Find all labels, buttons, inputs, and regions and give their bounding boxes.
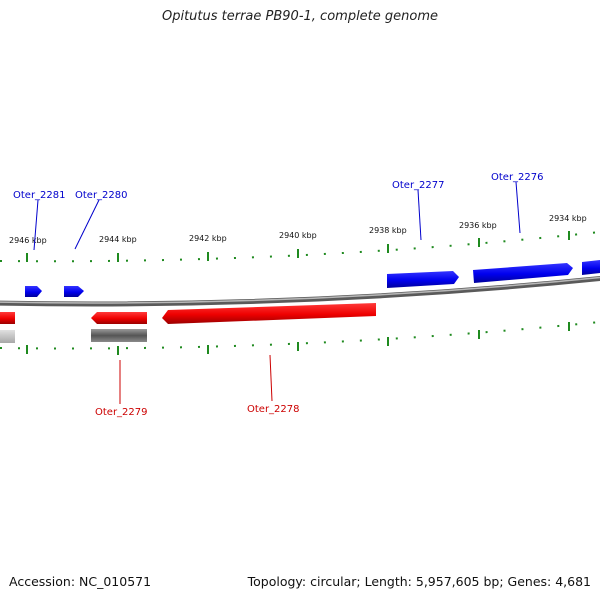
- gene-label-oter-2281[interactable]: Oter_2281: [13, 190, 66, 201]
- gene-labels: Oter_2281 Oter_2280 Oter_2277 Oter_2276 …: [13, 172, 544, 418]
- reverse-strand-genes: [0, 303, 376, 324]
- scale-label: 2944 kbp: [99, 235, 137, 244]
- genome-backbone: [0, 275, 600, 307]
- feature-block-light[interactable]: [0, 330, 15, 343]
- gene-label-oter-2279[interactable]: Oter_2279: [95, 407, 148, 418]
- gene-arrow-oter-2279[interactable]: [91, 312, 147, 324]
- forward-strand-genes: [25, 260, 600, 297]
- gene-leader-lines: [33, 181, 521, 404]
- gene-arrow-oter-2281[interactable]: [25, 286, 42, 297]
- backbone-highlight: [0, 276, 600, 304]
- scale-label: 2946 kbp: [9, 236, 47, 245]
- genome-title: Opitutus terrae PB90-1, complete genome: [161, 9, 439, 24]
- gene-arrow-partial-left[interactable]: [0, 312, 15, 324]
- leader-line-oter-2280: [74, 199, 100, 250]
- gene-arrow-partial[interactable]: [582, 260, 600, 275]
- scale-label: 2934 kbp: [549, 214, 587, 223]
- inner-tick-dots: [0, 321, 600, 350]
- leader-line-oter-2276: [515, 181, 521, 234]
- other-features: [0, 329, 147, 343]
- scale-label: 2938 kbp: [369, 226, 407, 235]
- leader-line-oter-2277: [417, 189, 422, 241]
- gene-label-oter-2280[interactable]: Oter_2280: [75, 190, 128, 201]
- gene-arrow-oter-2277[interactable]: [387, 271, 459, 288]
- accession-text: Accession: NC_010571: [9, 574, 152, 589]
- scale-label: 2940 kbp: [279, 231, 317, 240]
- feature-block-gray[interactable]: [91, 329, 147, 342]
- leader-line-oter-2281: [33, 199, 39, 251]
- gene-label-oter-2276[interactable]: Oter_2276: [491, 172, 544, 183]
- gene-label-oter-2277[interactable]: Oter_2277: [392, 180, 445, 191]
- scale-label: 2936 kbp: [459, 221, 497, 230]
- gene-arrow-oter-2276[interactable]: [473, 263, 573, 283]
- gene-label-oter-2278[interactable]: Oter_2278: [247, 404, 300, 415]
- leader-line-oter-2278: [269, 354, 273, 402]
- outer-tick-ring: [0, 231, 600, 263]
- scale-label: 2942 kbp: [189, 234, 227, 243]
- gene-arrow-oter-2280[interactable]: [64, 286, 84, 297]
- topology-summary: Topology: circular; Length: 5,957,605 bp…: [247, 574, 591, 589]
- inner-tick-ring: [0, 321, 600, 355]
- scale-labels: 2946 kbp 2944 kbp 2942 kbp 2940 kbp 2938…: [9, 214, 587, 245]
- gene-arrow-oter-2278[interactable]: [162, 303, 376, 324]
- backbone-line: [0, 275, 600, 307]
